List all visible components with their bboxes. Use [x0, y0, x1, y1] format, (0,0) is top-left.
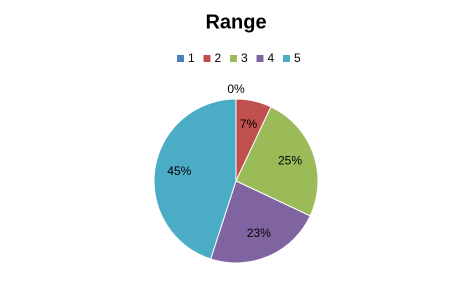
legend-label: 3: [241, 51, 248, 65]
pie-slice: [235, 106, 319, 217]
legend-swatch: [203, 55, 211, 62]
value-label: 7%: [240, 117, 258, 131]
value-label: 25%: [278, 154, 302, 168]
legend-swatch: [230, 55, 237, 62]
legend-swatch: [283, 55, 290, 62]
pie-slice: [210, 180, 311, 264]
value-label: 0%: [227, 82, 245, 96]
legend-swatch: [177, 55, 184, 62]
legend-label: 2: [215, 51, 222, 65]
legend-label: 4: [268, 51, 275, 65]
legend-label: 1: [188, 51, 195, 65]
value-label: 23%: [247, 226, 271, 240]
pie-slice: [153, 98, 237, 260]
value-label: 45%: [167, 164, 191, 178]
legend-label: 5: [294, 51, 301, 65]
legend-swatch: [256, 55, 264, 62]
chart-title: Range: [205, 11, 266, 33]
